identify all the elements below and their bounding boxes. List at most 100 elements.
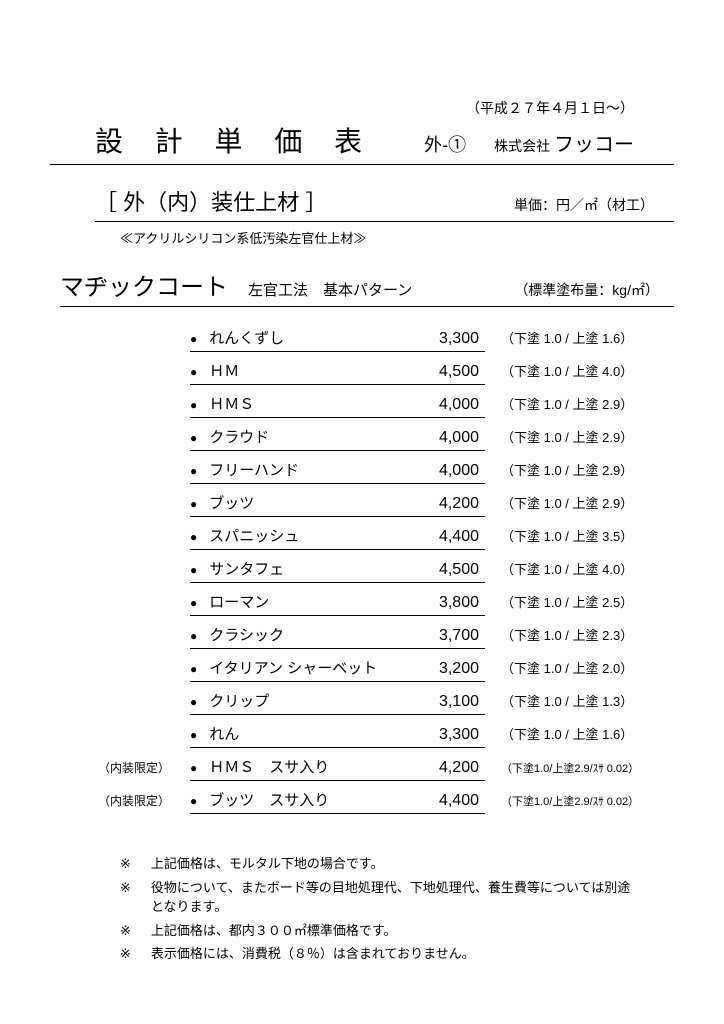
footnote-mark: ※ (120, 854, 131, 874)
row-main: ●れんくずし3,300 (190, 327, 485, 352)
product-name: マヂックコート (60, 267, 228, 302)
item-name: ローマン (209, 591, 269, 612)
item-note: （下塗 1.0 / 上塗 4.0） (501, 361, 633, 380)
item-name: クリップ (209, 690, 269, 711)
item-name: ＨＭ (209, 360, 239, 381)
item-name: ＨＭＳ (209, 393, 254, 414)
item-price: 3,100 (439, 693, 485, 711)
subtitle: ≪アクリルシリコン系低汚染左官仕上材≫ (120, 228, 674, 247)
unit-label: 単価：円／㎡（材工） (514, 195, 654, 215)
footnote-mark: ※ (120, 944, 131, 964)
row-main: ● ローマン 3,800 (190, 591, 485, 616)
section-title: ［ 外（内）装仕上材 ］ (95, 185, 327, 217)
item-price: 4,200 (439, 495, 485, 513)
item-note: （下塗 1.0 / 上塗 2.9） (501, 493, 633, 512)
footnote-text: 役物について、またボード等の目地処理代、下地処理代、養生費等については別途となり… (151, 878, 631, 917)
row-main: ● クラウド 4,000 (190, 426, 485, 451)
item-note: （下塗 1.0 / 上塗 2.3） (501, 625, 633, 644)
item-price: 3,800 (439, 594, 485, 612)
table-row: ● スパニッシュ 4,400 （下塗 1.0 / 上塗 3.5） (50, 525, 674, 550)
row-main: ● クラシック 3,700 (190, 624, 485, 649)
row-main: ●ＨＭ4,500 (190, 360, 485, 385)
table-row: ●れんくずし3,300（下塗 1.0 / 上塗 1.6） (50, 327, 674, 352)
row-main: ● クリップ 3,100 (190, 690, 485, 715)
footnote-text: 表示価格には、消費税（８％）は含まれておりません。 (151, 944, 475, 964)
table-row: ●れん3,300 （下塗 1.0 / 上塗 1.6） (50, 723, 674, 748)
item-price: 4,000 (439, 462, 485, 480)
table-row: （内装限定）●ＨＭＳ スサ入り4,200（下塗1.0/上塗2.9/ｽｻ 0.02… (50, 756, 674, 781)
item-price: 4,500 (439, 561, 485, 579)
section-row: ［ 外（内）装仕上材 ］ 単価：円／㎡（材工） (95, 185, 674, 222)
bullet-icon: ● (190, 431, 197, 445)
item-note: （下塗 1.0 / 上塗 2.0） (501, 658, 633, 677)
row-prefix: （内装限定） (50, 792, 190, 809)
company: 株式会社 フッコー (494, 128, 634, 157)
table-row: ● ＨＭＳ 4,000 （下塗 1.0 / 上塗 2.9） (50, 393, 674, 418)
table-row: ● クラウド 4,000 （下塗 1.0 / 上塗 2.9） (50, 426, 674, 451)
bullet-icon: ● (190, 332, 197, 346)
items-list: ●れんくずし3,300（下塗 1.0 / 上塗 1.6）●ＨＭ4,500（下塗 … (50, 327, 674, 814)
footnote: ※ 上記価格は、都内３００㎡標準価格です。 (120, 921, 674, 941)
footnote-mark: ※ (120, 921, 131, 941)
footnote: ※ 上記価格は、モルタル下地の場合です。 (120, 854, 674, 874)
table-row: ● ローマン 3,800 （下塗 1.0 / 上塗 2.5） (50, 591, 674, 616)
item-name: クラシック (209, 624, 284, 645)
table-row: （内装限定）● ブッツ スサ入り 4,400 （下塗1.0/上塗2.9/ｽｻ 0.02… (50, 789, 674, 814)
row-main: ●れん3,300 (190, 723, 485, 748)
footnote-text: 上記価格は、モルタル下地の場合です。 (151, 854, 384, 874)
item-note: （下塗 1.0 / 上塗 2.5） (501, 592, 633, 611)
method: 左官工法 基本パターン (248, 279, 412, 300)
bullet-icon: ● (190, 794, 197, 808)
item-price: 3,300 (439, 330, 485, 348)
product-row: マヂックコート 左官工法 基本パターン （標準塗布量：kg/㎡） (60, 267, 674, 307)
bullet-icon: ● (190, 629, 197, 643)
item-price: 4,000 (439, 396, 485, 414)
bullet-icon: ● (190, 761, 197, 775)
item-note: （下塗 1.0 / 上塗 2.9） (501, 460, 633, 479)
company-name: フッコー (554, 134, 634, 156)
footnote: ※ 表示価格には、消費税（８％）は含まれておりません。 (120, 944, 674, 964)
footnote-text: 上記価格は、都内３００㎡標準価格です。 (151, 921, 397, 941)
footnote-mark: ※ (120, 878, 131, 917)
bullet-icon: ● (190, 464, 197, 478)
row-main: ●ブッツ4,200 (190, 492, 485, 517)
item-price: 3,700 (439, 627, 485, 645)
item-price: 4,500 (439, 363, 485, 381)
bullet-icon: ● (190, 728, 197, 742)
item-note: （下塗 1.0 / 上塗 1.6） (501, 724, 633, 743)
coating-label: （標準塗布量：kg/㎡） (514, 280, 659, 300)
row-main: ●サンタフェ4,500 (190, 558, 485, 583)
main-title: 設 計 単 価 表 (95, 120, 374, 160)
row-main: ● イタリアン シャーベット 3,200 (190, 657, 485, 682)
item-note: （下塗 1.0 / 上塗 2.9） (501, 427, 633, 446)
table-row: ●ブッツ4,200 （下塗 1.0 / 上塗 2.9） (50, 492, 674, 517)
item-note: （下塗 1.0 / 上塗 3.5） (501, 526, 633, 545)
bullet-icon: ● (190, 530, 197, 544)
item-name: ブッツ スサ入り (209, 789, 329, 810)
footnote: ※ 役物について、またボード等の目地処理代、下地処理代、養生費等については別途とな… (120, 878, 674, 917)
item-name: スパニッシュ (209, 525, 299, 546)
item-price: 4,400 (439, 792, 485, 810)
table-row: ● イタリアン シャーベット 3,200 （下塗 1.0 / 上塗 2.0） (50, 657, 674, 682)
item-price: 3,200 (439, 660, 485, 678)
item-price: 4,400 (439, 528, 485, 546)
bullet-icon: ● (190, 563, 197, 577)
bullet-icon: ● (190, 695, 197, 709)
item-name: クラウド (209, 426, 269, 447)
bullet-icon: ● (190, 596, 197, 610)
item-note: （下塗 1.0 / 上塗 2.9） (501, 394, 633, 413)
item-price: 4,000 (439, 429, 485, 447)
item-price: 3,300 (439, 726, 485, 744)
table-row: ●フリーハンド4,000（下塗 1.0 / 上塗 2.9） (50, 459, 674, 484)
bullet-icon: ● (190, 662, 197, 676)
table-row: ● クラシック 3,700 （下塗 1.0 / 上塗 2.3） (50, 624, 674, 649)
table-row: ●クリップ3,100（下塗 1.0 / 上塗 1.3） (50, 690, 674, 715)
row-main: ● スパニッシュ 4,400 (190, 525, 485, 550)
table-row: ●サンタフェ4,500（下塗 1.0 / 上塗 4.0） (50, 558, 674, 583)
item-note: （下塗1.0/上塗2.9/ｽｻ 0.02） (501, 793, 639, 809)
company-prefix: 株式会社 (494, 138, 550, 154)
bullet-icon: ● (190, 398, 197, 412)
footnotes: ※ 上記価格は、モルタル下地の場合です。 ※ 役物について、またボード等の目地処理代、… (120, 854, 674, 964)
item-name: イタリアン シャーベット (209, 657, 377, 678)
row-prefix: （内装限定） (50, 759, 190, 776)
